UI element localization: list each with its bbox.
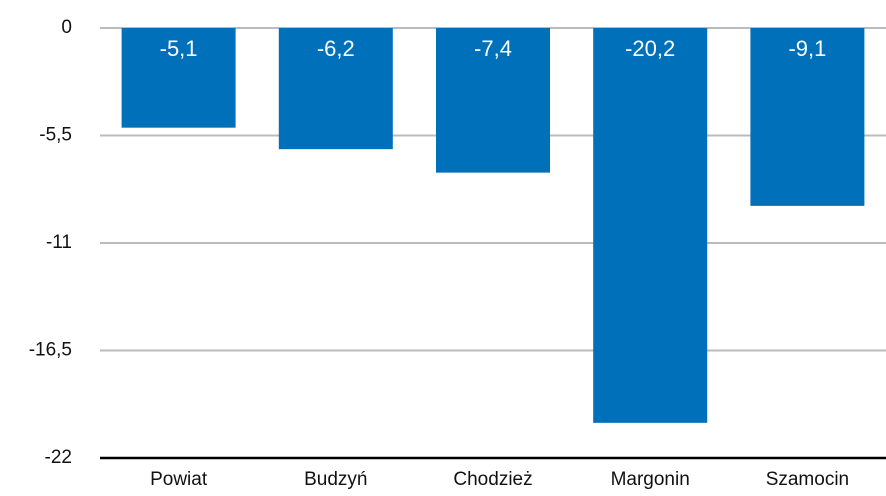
bar bbox=[750, 28, 865, 206]
y-tick-label: 0 bbox=[61, 17, 72, 38]
x-tick-label: Szamocin bbox=[766, 469, 849, 490]
x-tick-label: Chodzież bbox=[453, 469, 532, 490]
data-label: -5,1 bbox=[160, 36, 198, 61]
bar bbox=[121, 28, 236, 128]
y-tick-label: -22 bbox=[45, 447, 72, 468]
y-tick-label: -16,5 bbox=[29, 340, 72, 361]
bar bbox=[593, 28, 708, 423]
data-label: -6,2 bbox=[317, 36, 355, 61]
x-tick-label: Budzyń bbox=[304, 469, 367, 490]
bar bbox=[278, 28, 393, 150]
data-label: -9,1 bbox=[788, 36, 826, 61]
data-label: -7,4 bbox=[474, 36, 512, 61]
data-label: -20,2 bbox=[625, 36, 675, 61]
x-tick-label: Powiat bbox=[150, 469, 208, 490]
y-tick-label: -5,5 bbox=[39, 125, 72, 146]
y-tick-label: -11 bbox=[46, 232, 72, 253]
x-tick-label: Margonin bbox=[611, 469, 690, 490]
bar bbox=[436, 28, 550, 173]
